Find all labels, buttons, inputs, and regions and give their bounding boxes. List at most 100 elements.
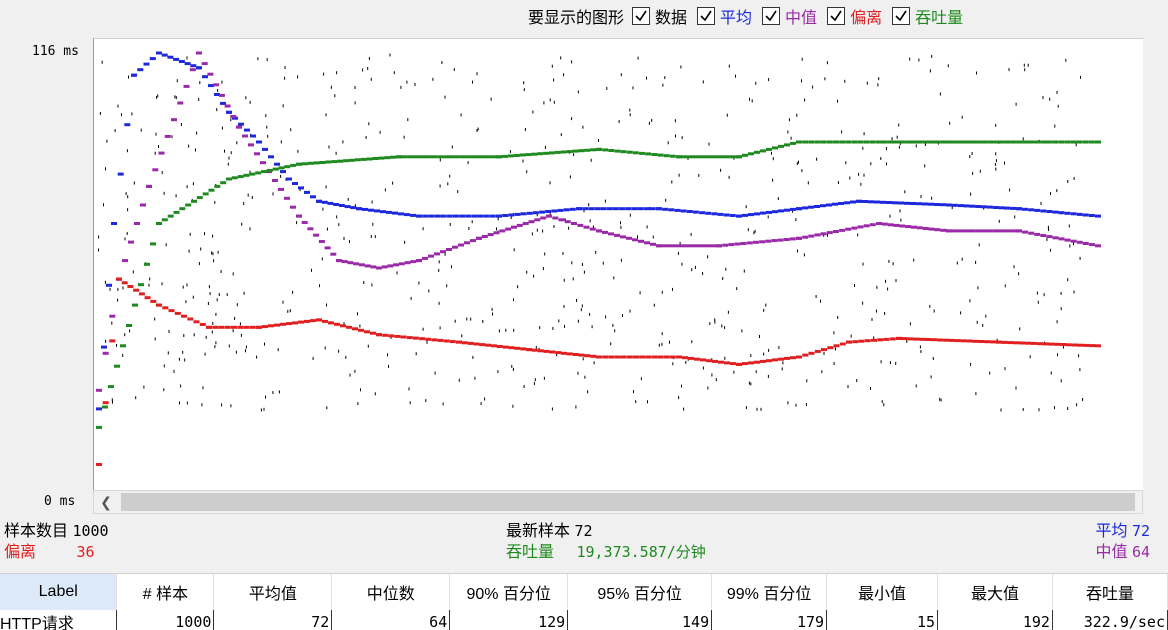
data-point: [422, 327, 424, 331]
data-point: [218, 293, 220, 296]
cell-p90[interactable]: 129: [449, 610, 569, 630]
series-point: [717, 212, 724, 216]
series-point: [729, 214, 736, 217]
data-point: [326, 406, 328, 410]
data-point: [165, 243, 167, 247]
series-point: [754, 150, 760, 154]
data-point: [844, 79, 846, 83]
series-point: [96, 463, 102, 466]
series-point: [1070, 212, 1077, 216]
series-point: [466, 155, 473, 159]
column-header-label[interactable]: Label: [0, 574, 118, 610]
series-point: [401, 155, 408, 159]
checkbox-icon[interactable]: [827, 7, 846, 25]
checkbox-deviation[interactable]: 偏离: [827, 4, 882, 28]
checkbox-icon[interactable]: [892, 7, 911, 25]
column-header-min[interactable]: 最小值: [826, 574, 939, 610]
data-point: [873, 336, 875, 340]
series-point: [296, 162, 302, 166]
data-point: [919, 345, 921, 349]
column-header-p90[interactable]: 90% 百分位: [449, 574, 569, 610]
data-point: [362, 68, 364, 72]
data-point: [497, 217, 499, 221]
column-header-samples[interactable]: # 样本: [116, 574, 215, 610]
data-point: [605, 315, 607, 319]
data-point: [543, 101, 545, 105]
series-point: [1088, 243, 1095, 247]
series-point: [790, 356, 796, 360]
cell-p99[interactable]: 179: [711, 610, 828, 630]
data-point: [196, 131, 198, 135]
data-point: [787, 130, 789, 134]
series-point: [871, 338, 877, 342]
checkbox-icon[interactable]: [697, 7, 716, 25]
series-point: [286, 322, 292, 326]
cell-min[interactable]: 15: [826, 610, 939, 630]
series-point: [1070, 239, 1077, 243]
series-point: [682, 155, 688, 159]
data-point: [193, 333, 195, 337]
data-point: [702, 272, 704, 276]
data-point: [188, 144, 190, 148]
column-header-p95[interactable]: 95% 百分位: [567, 574, 713, 610]
series-point: [360, 157, 367, 161]
column-header-median[interactable]: 中位数: [331, 574, 451, 610]
checkbox-icon[interactable]: [762, 7, 781, 25]
data-point: [1022, 408, 1024, 411]
cell-median[interactable]: 64: [331, 610, 451, 630]
data-point: [1023, 63, 1025, 67]
cell-label[interactable]: HTTP请求: [0, 610, 118, 630]
series-point: [353, 262, 360, 266]
data-point: [722, 277, 724, 280]
data-point: [995, 152, 997, 156]
column-header-average[interactable]: 平均值: [213, 574, 333, 610]
checkbox-icon[interactable]: [632, 7, 651, 25]
horizontal-scrollbar[interactable]: ❮: [93, 490, 1143, 514]
data-point: [573, 153, 575, 157]
series-point: [590, 148, 597, 152]
data-point: [328, 145, 330, 149]
data-point: [978, 243, 980, 247]
series-point: [993, 140, 1000, 144]
data-point: [387, 353, 388, 357]
checkbox-average[interactable]: 平均: [697, 4, 752, 28]
series-point: [1052, 210, 1059, 214]
data-point: [658, 343, 660, 347]
data-point: [982, 323, 984, 327]
series-point: [986, 205, 993, 209]
data-point: [277, 348, 279, 352]
series-point: [808, 205, 814, 209]
data-point: [354, 204, 356, 208]
data-point: [598, 138, 599, 142]
checkbox-median[interactable]: 中值: [762, 4, 817, 28]
series-point: [614, 233, 620, 237]
series-point: [676, 355, 682, 359]
column-header-p99[interactable]: 99% 百分位: [711, 574, 828, 610]
series-point: [1058, 140, 1065, 144]
series-point: [724, 155, 730, 159]
series-point: [502, 214, 509, 217]
cell-p95[interactable]: 149: [567, 610, 713, 630]
column-header-throughput[interactable]: 吞吐量: [1052, 574, 1168, 610]
data-point: [677, 251, 679, 255]
column-header-max[interactable]: 最大值: [937, 574, 1053, 610]
data-point: [127, 208, 129, 212]
series-point: [226, 177, 232, 181]
cell-throughput[interactable]: 322.9/sec: [1052, 610, 1168, 630]
series-point: [213, 83, 220, 87]
checkbox-data[interactable]: 数据: [632, 4, 687, 28]
scroll-thumb[interactable]: [121, 493, 1135, 511]
series-point: [526, 211, 533, 215]
series-point: [716, 244, 722, 248]
series-point: [674, 244, 680, 248]
series-point: [296, 214, 302, 218]
data-point: [272, 391, 274, 394]
cell-average[interactable]: 72: [213, 610, 333, 630]
checkbox-throughput[interactable]: 吞吐量: [892, 4, 963, 28]
cell-samples[interactable]: 1000: [116, 610, 215, 630]
data-point: [185, 300, 187, 304]
series-point: [419, 337, 426, 341]
cell-max[interactable]: 192: [937, 610, 1053, 630]
scroll-left-icon[interactable]: ❮: [100, 493, 112, 510]
table-row[interactable]: HTTP请求 1000 72 64 129 149 179 15 192 322…: [0, 610, 1168, 630]
